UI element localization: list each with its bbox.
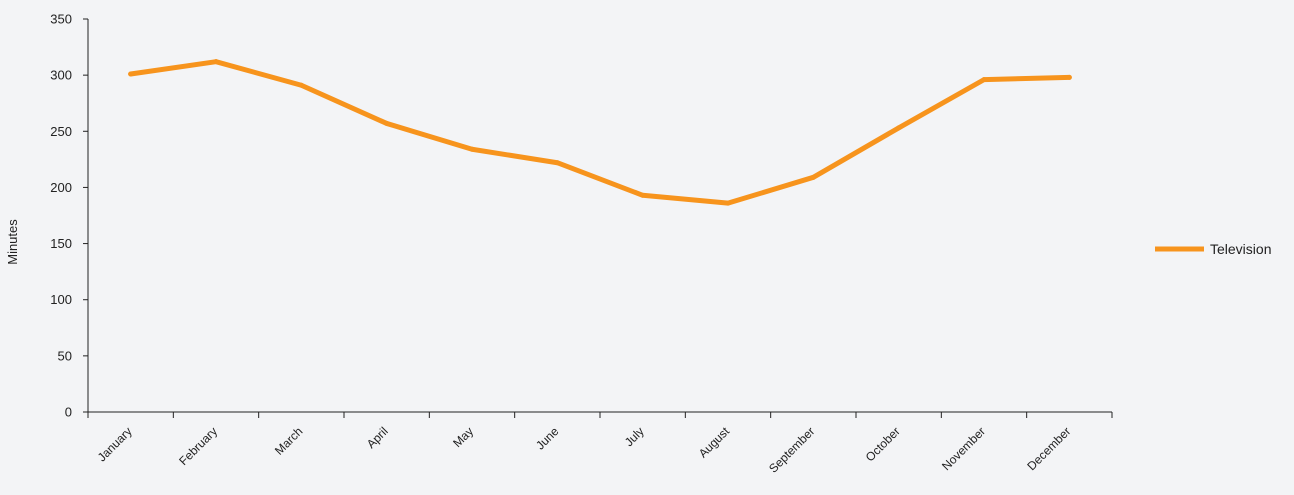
x-tick-label: July — [622, 424, 647, 449]
x-tick-label: April — [364, 424, 391, 451]
x-axis: January February March April May June July Augu… — [87, 411, 1113, 476]
data-point — [725, 200, 731, 206]
y-tick-label: 200 — [50, 180, 72, 195]
series-line-television — [128, 59, 1072, 206]
x-tick-label: November — [939, 424, 988, 473]
data-point — [640, 192, 646, 198]
y-axis: 0 50 100 150 200 250 300 350 — [50, 12, 89, 420]
y-tick-label: 250 — [50, 124, 72, 139]
y-tick-label: 0 — [65, 405, 72, 420]
x-tick-label: February — [176, 424, 220, 468]
x-tick-label: January — [95, 424, 135, 464]
series-layer — [128, 59, 1072, 206]
x-tick-label: September — [766, 424, 817, 475]
data-point — [213, 59, 219, 65]
data-point — [896, 125, 902, 131]
legend: Television — [1155, 241, 1271, 257]
data-point — [1066, 74, 1072, 80]
data-point — [298, 82, 304, 88]
data-point — [554, 160, 560, 166]
x-tick-label: May — [450, 424, 476, 450]
x-tick-label: August — [696, 424, 733, 461]
data-point — [981, 77, 987, 83]
data-point — [810, 174, 816, 180]
x-tick-label: October — [863, 424, 903, 464]
y-tick-label: 350 — [50, 12, 72, 27]
y-tick-label: 150 — [50, 236, 72, 251]
legend-label: Television — [1210, 241, 1271, 257]
y-tick-label: 50 — [58, 348, 72, 363]
x-tick-label: June — [533, 424, 562, 453]
y-tick-label: 100 — [50, 292, 72, 307]
y-tick-label: 300 — [50, 68, 72, 83]
data-point — [384, 120, 390, 126]
data-point — [128, 71, 134, 77]
y-axis-label: Minutes — [5, 219, 20, 265]
x-tick-label: December — [1024, 424, 1073, 473]
data-point — [469, 146, 475, 152]
x-tick-label: March — [272, 424, 305, 457]
